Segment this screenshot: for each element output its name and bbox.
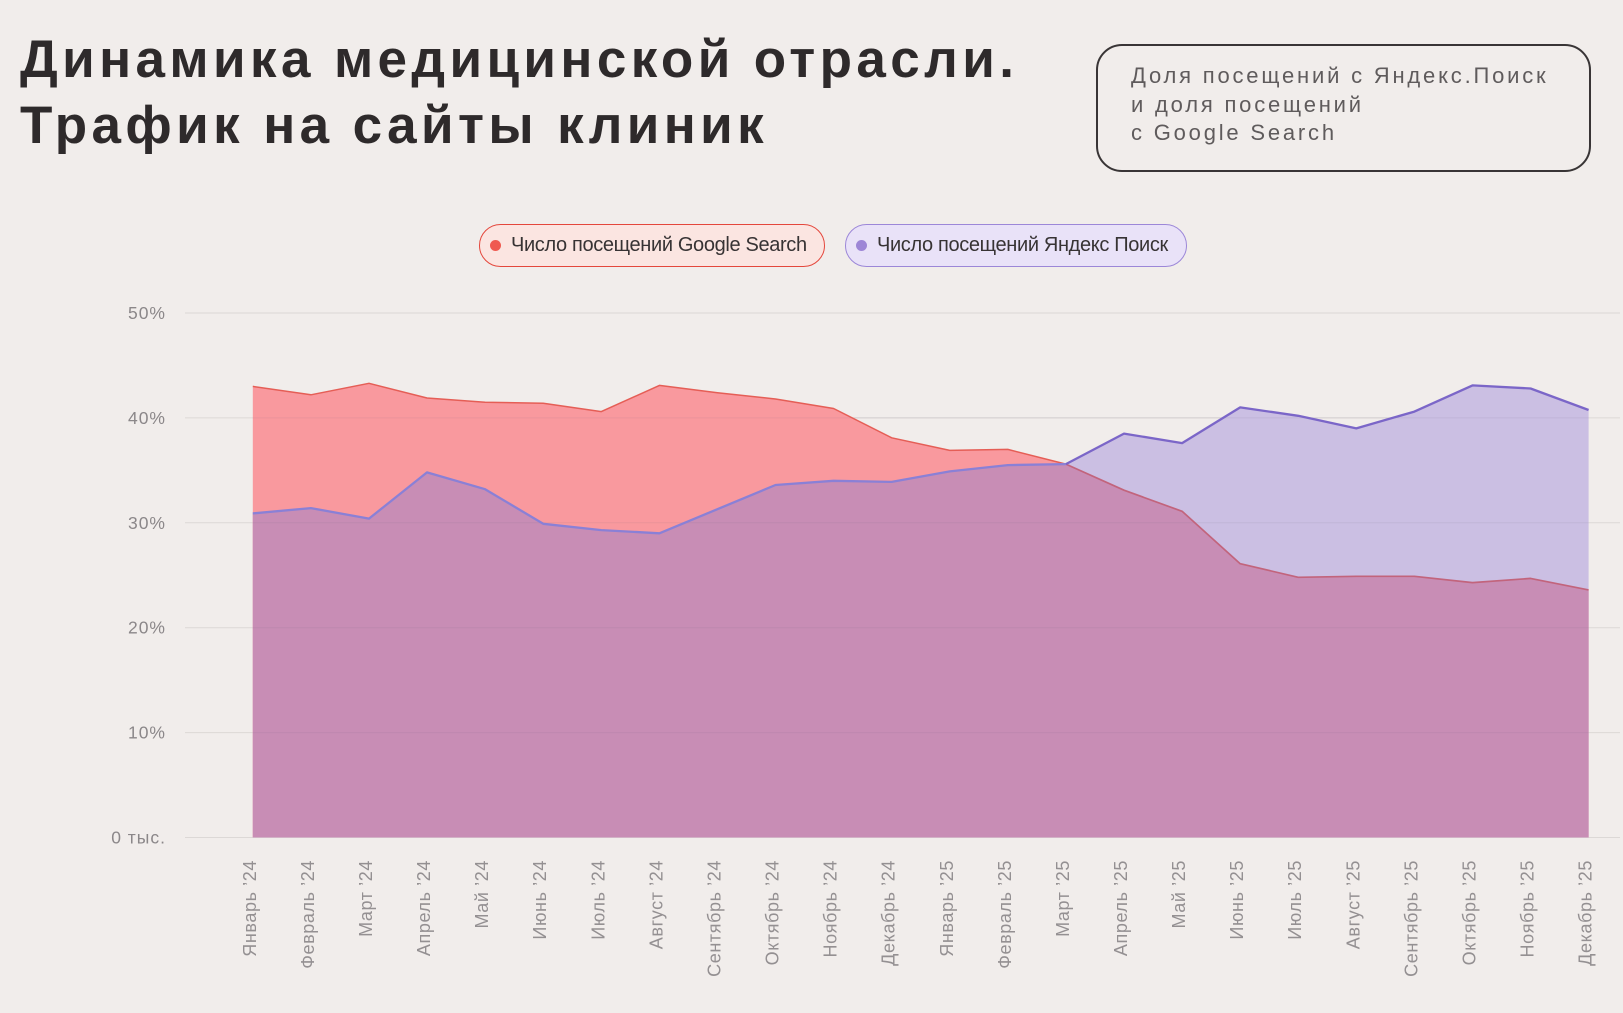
svg-text:Май ’24: Май ’24 xyxy=(472,860,492,928)
svg-text:Июнь ’25: Июнь ’25 xyxy=(1227,860,1247,940)
svg-text:Декабрь ’25: Декабрь ’25 xyxy=(1576,860,1596,966)
svg-text:30%: 30% xyxy=(128,513,166,533)
svg-text:Июль ’25: Июль ’25 xyxy=(1285,860,1305,940)
svg-text:Сентябрь ’25: Сентябрь ’25 xyxy=(1401,860,1421,977)
svg-text:Февраль ’25: Февраль ’25 xyxy=(995,860,1015,969)
svg-text:Февраль ’24: Февраль ’24 xyxy=(298,860,318,969)
svg-text:Август ’25: Август ’25 xyxy=(1343,860,1363,949)
svg-text:Апрель ’24: Апрель ’24 xyxy=(414,860,434,956)
svg-text:Октябрь ’24: Октябрь ’24 xyxy=(763,860,783,965)
svg-text:Март ’25: Март ’25 xyxy=(1053,860,1073,937)
svg-text:Август ’24: Август ’24 xyxy=(646,860,666,949)
svg-text:Сентябрь ’24: Сентябрь ’24 xyxy=(704,860,724,977)
svg-text:Октябрь ’25: Октябрь ’25 xyxy=(1460,860,1480,965)
svg-text:0 тыс.: 0 тыс. xyxy=(111,828,166,848)
svg-text:10%: 10% xyxy=(128,723,166,743)
svg-text:Июнь ’24: Июнь ’24 xyxy=(530,860,550,940)
svg-text:Апрель ’25: Апрель ’25 xyxy=(1111,860,1131,956)
svg-text:Ноябрь ’24: Ноябрь ’24 xyxy=(821,860,841,957)
svg-text:50%: 50% xyxy=(128,303,166,323)
svg-text:Май ’25: Май ’25 xyxy=(1169,860,1189,928)
svg-text:Март ’24: Март ’24 xyxy=(356,860,376,937)
svg-text:Ноябрь ’25: Ноябрь ’25 xyxy=(1518,860,1538,957)
svg-text:Декабрь ’24: Декабрь ’24 xyxy=(879,860,899,966)
svg-text:Январь ’25: Январь ’25 xyxy=(937,860,957,957)
svg-text:20%: 20% xyxy=(128,618,166,638)
svg-text:40%: 40% xyxy=(128,408,166,428)
svg-text:Январь ’24: Январь ’24 xyxy=(240,860,260,957)
svg-text:Июль ’24: Июль ’24 xyxy=(588,860,608,940)
